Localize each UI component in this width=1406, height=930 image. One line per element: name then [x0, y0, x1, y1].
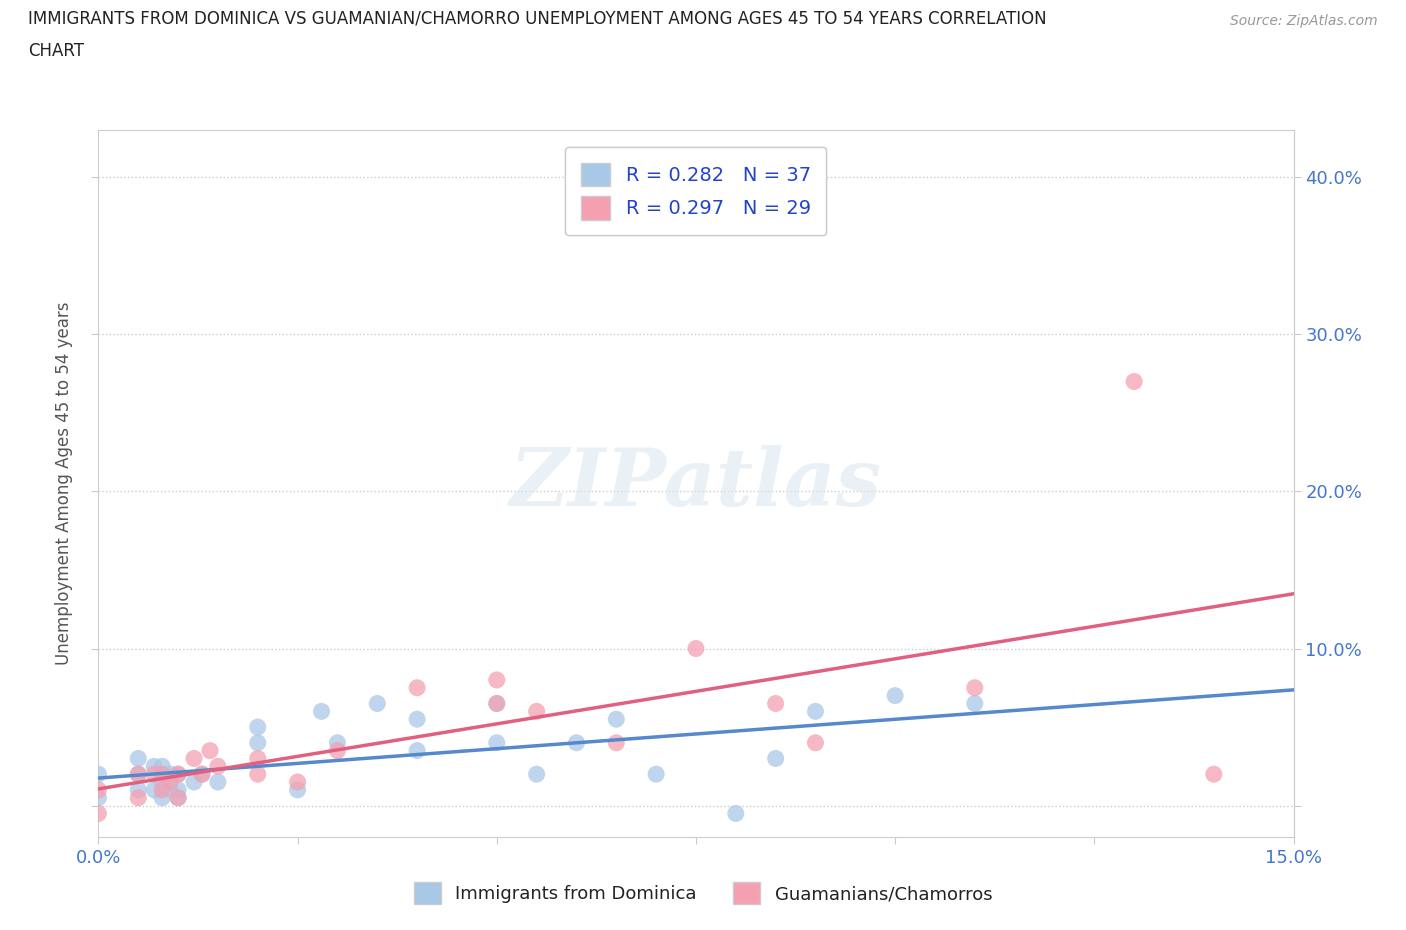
Point — [198, 743, 221, 758]
Point — [366, 696, 388, 711]
Point — [526, 766, 548, 781]
Point — [127, 790, 149, 805]
Point — [485, 696, 508, 711]
Point — [143, 782, 166, 797]
Text: IMMIGRANTS FROM DOMINICA VS GUAMANIAN/CHAMORRO UNEMPLOYMENT AMONG AGES 45 TO 54 : IMMIGRANTS FROM DOMINICA VS GUAMANIAN/CH… — [28, 9, 1046, 27]
Point — [765, 751, 787, 766]
Point — [150, 782, 173, 797]
Point — [645, 766, 668, 781]
Point — [246, 751, 269, 766]
Point — [183, 751, 205, 766]
Point — [605, 711, 627, 726]
Point — [804, 736, 827, 751]
Point — [159, 782, 181, 797]
Point — [87, 766, 110, 781]
Point — [565, 736, 588, 751]
Point — [150, 790, 173, 805]
Point — [246, 720, 269, 735]
Point — [246, 766, 269, 781]
Point — [183, 775, 205, 790]
Point — [963, 681, 986, 696]
Point — [167, 782, 190, 797]
Point — [485, 736, 508, 751]
Y-axis label: Unemployment Among Ages 45 to 54 years: Unemployment Among Ages 45 to 54 years — [55, 302, 73, 665]
Point — [143, 766, 166, 781]
Point — [724, 806, 747, 821]
Point — [191, 766, 214, 781]
Point — [1202, 766, 1225, 781]
Point — [526, 704, 548, 719]
Point — [1123, 374, 1146, 389]
Point — [150, 759, 173, 774]
Point — [87, 782, 110, 797]
Point — [963, 696, 986, 711]
Point — [87, 806, 110, 821]
Point — [127, 751, 149, 766]
Point — [287, 782, 309, 797]
Text: Source: ZipAtlas.com: Source: ZipAtlas.com — [1230, 14, 1378, 28]
Point — [485, 672, 508, 687]
Point — [685, 641, 707, 656]
Point — [884, 688, 907, 703]
Point — [127, 766, 149, 781]
Point — [150, 766, 173, 781]
Point — [191, 766, 214, 781]
Text: ZIPatlas: ZIPatlas — [510, 445, 882, 523]
Point — [167, 790, 190, 805]
Point — [406, 711, 429, 726]
Point — [246, 736, 269, 751]
Point — [167, 766, 190, 781]
Point — [143, 759, 166, 774]
Point — [287, 775, 309, 790]
Point — [87, 790, 110, 805]
Point — [127, 766, 149, 781]
Point — [159, 766, 181, 781]
Point — [326, 736, 349, 751]
Point — [127, 782, 149, 797]
Point — [167, 766, 190, 781]
Point — [311, 704, 333, 719]
Point — [485, 696, 508, 711]
Point — [804, 704, 827, 719]
Legend: R = 0.282   N = 37, R = 0.297   N = 29: R = 0.282 N = 37, R = 0.297 N = 29 — [565, 147, 827, 235]
Legend: Immigrants from Dominica, Guamanians/Chamorros: Immigrants from Dominica, Guamanians/Cha… — [406, 875, 1000, 911]
Point — [159, 775, 181, 790]
Point — [406, 681, 429, 696]
Point — [765, 696, 787, 711]
Point — [207, 759, 229, 774]
Point — [207, 775, 229, 790]
Point — [167, 790, 190, 805]
Point — [605, 736, 627, 751]
Point — [406, 743, 429, 758]
Text: CHART: CHART — [28, 42, 84, 60]
Point — [150, 775, 173, 790]
Point — [326, 743, 349, 758]
